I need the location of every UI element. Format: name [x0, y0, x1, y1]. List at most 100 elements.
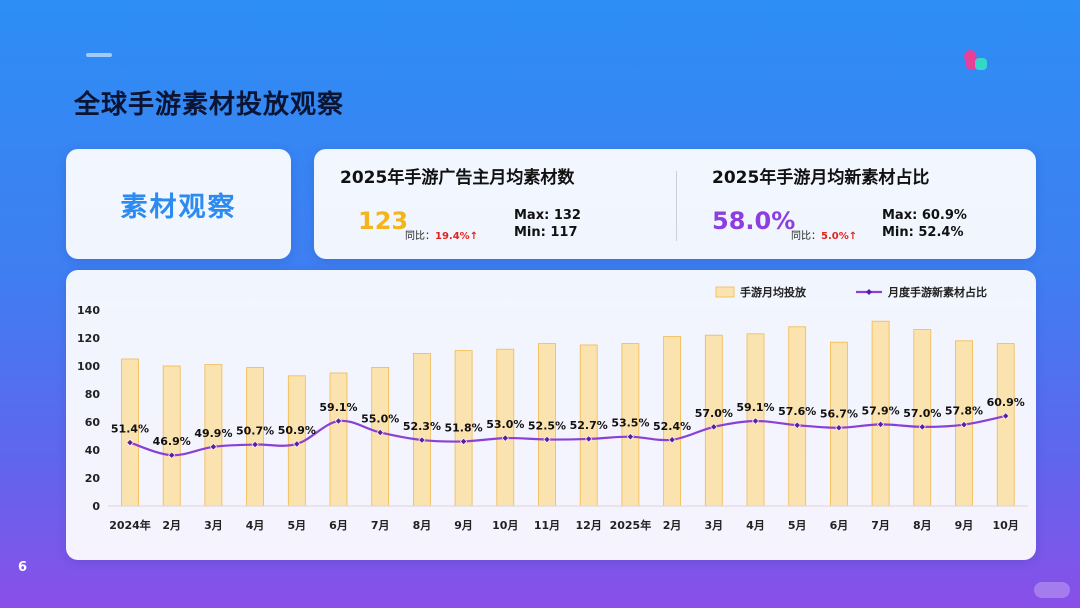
y-tick-label: 120 — [77, 332, 100, 345]
brand-logo — [963, 48, 989, 72]
kpi-left-yoy-label: 同比： — [405, 231, 435, 242]
line-point — [459, 437, 468, 446]
line-point — [585, 435, 593, 443]
kpi-right-range: Max: 60.9% Min: 52.4% — [882, 207, 967, 241]
kpi-right-yoy: 同比：5.0%↑ — [791, 227, 857, 242]
legend-bar-swatch — [715, 286, 735, 298]
series-line — [129, 414, 1006, 457]
x-tick-label: 6月 — [830, 519, 849, 532]
line-point — [668, 436, 676, 444]
x-tick-label: 10月 — [492, 519, 518, 532]
line-point — [126, 438, 134, 447]
x-tick-label: 5月 — [788, 519, 807, 532]
x-tick-label: 5月 — [287, 519, 306, 532]
legend-line-marker — [866, 289, 872, 295]
kpi-left-range: Max: 132 Min: 117 — [514, 207, 581, 241]
data-label: 49.9% — [194, 427, 232, 440]
kpi-divider — [676, 171, 677, 241]
x-tick-label: 6月 — [329, 519, 348, 532]
data-label: 53.5% — [611, 417, 649, 430]
chart-card: 140 120 100 80 60 40 20 0 2024年 2月 3月 4月 5月 6月 7月 8月 9月 1… — [66, 270, 1036, 560]
kpi-left-min: Min: 117 — [514, 225, 578, 240]
data-label: 55.0% — [361, 413, 399, 426]
data-label: 51.4% — [111, 423, 149, 436]
line-point — [710, 423, 718, 431]
kpi-left-yoy-value: 19.4%↑ — [435, 231, 479, 242]
kpi-right-min: Min: 52.4% — [882, 225, 964, 240]
data-label: 50.9% — [278, 424, 316, 437]
decorative-bar — [86, 53, 112, 57]
bar — [329, 372, 348, 507]
x-tick-label: 4月 — [246, 519, 265, 532]
line-point — [209, 443, 218, 451]
y-tick-label: 0 — [92, 500, 100, 513]
data-label: 57.0% — [903, 407, 941, 420]
kpi-right-max: Max: 60.9% — [882, 208, 967, 223]
data-label: 52.7% — [570, 419, 608, 432]
x-tick-label: 9月 — [955, 519, 974, 532]
x-tick-label: 11月 — [534, 519, 560, 532]
line-point — [376, 428, 384, 437]
combo-chart: 140 120 100 80 60 40 20 0 2024年 2月 3月 4月 5月 6月 7月 8月 9月 1… — [77, 285, 1028, 532]
line-point — [418, 436, 426, 444]
y-tick-label: 20 — [85, 472, 101, 485]
kpi-left-yoy: 同比：19.4%↑ — [405, 227, 478, 242]
x-tick-label: 10月 — [993, 519, 1019, 532]
x-tick-label: 4月 — [746, 519, 765, 532]
kpi-left-max: Max: 132 — [514, 208, 581, 223]
legend-bar-label: 手游月均投放 — [740, 285, 807, 299]
line-point — [793, 421, 801, 429]
bar — [371, 367, 390, 507]
data-label: 57.8% — [945, 405, 983, 418]
x-tick-label: 8月 — [913, 519, 932, 532]
x-tick-label: 12月 — [576, 519, 602, 532]
line-point — [626, 433, 635, 441]
data-label: 60.9% — [987, 396, 1025, 409]
data-label: 46.9% — [153, 435, 191, 448]
line-point — [835, 424, 843, 432]
x-tick-label: 7月 — [371, 519, 390, 532]
page-number: 6 — [18, 560, 28, 575]
x-tick-label: 3月 — [204, 519, 223, 532]
data-label: 50.7% — [236, 425, 274, 438]
y-tick-label: 100 — [77, 360, 100, 373]
y-tick-label: 60 — [85, 416, 101, 429]
data-label: 57.6% — [778, 405, 816, 418]
line-point — [168, 451, 176, 459]
kpi-left-title: 2025年手游广告主月均素材数 — [340, 168, 575, 188]
data-label: 52.3% — [403, 420, 441, 433]
x-tick-label: 2月 — [162, 519, 181, 532]
legend-line-label: 月度手游新素材占比 — [887, 285, 987, 299]
kpi-right-yoy-value: 5.0%↑ — [821, 231, 858, 242]
page-title: 全球手游素材投放观察 — [74, 90, 345, 120]
data-label: 52.5% — [528, 420, 566, 433]
section-card: 素材观察 — [66, 149, 291, 259]
line-point — [251, 440, 259, 449]
kpi-right-title: 2025年手游月均新素材占比 — [712, 168, 930, 188]
line-point — [293, 440, 301, 448]
y-tick-label: 140 — [77, 304, 100, 317]
bar — [830, 341, 848, 507]
bar — [996, 343, 1015, 507]
data-label: 56.7% — [820, 408, 858, 421]
data-label: 52.4% — [653, 420, 691, 433]
line-point — [876, 420, 885, 429]
line-point — [334, 417, 343, 425]
data-label: 57.9% — [862, 404, 900, 417]
section-label: 素材观察 — [120, 191, 237, 223]
line-point — [751, 417, 760, 425]
line-point — [543, 435, 551, 444]
line-point — [1002, 412, 1010, 420]
x-tick-label: 9月 — [454, 519, 473, 532]
bar — [704, 334, 723, 507]
watermark — [1034, 582, 1070, 598]
kpi-right-value: 58.0% — [712, 207, 796, 235]
y-tick-label: 80 — [85, 388, 101, 401]
kpi-left-value: 123 — [358, 207, 409, 235]
x-tick-label: 2024年 — [109, 518, 151, 532]
data-label: 51.8% — [445, 421, 483, 434]
kpi-right-yoy-label: 同比： — [791, 231, 821, 242]
x-tick-label: 2月 — [663, 519, 682, 532]
y-tick-label: 40 — [85, 444, 101, 457]
line-point — [918, 423, 926, 431]
